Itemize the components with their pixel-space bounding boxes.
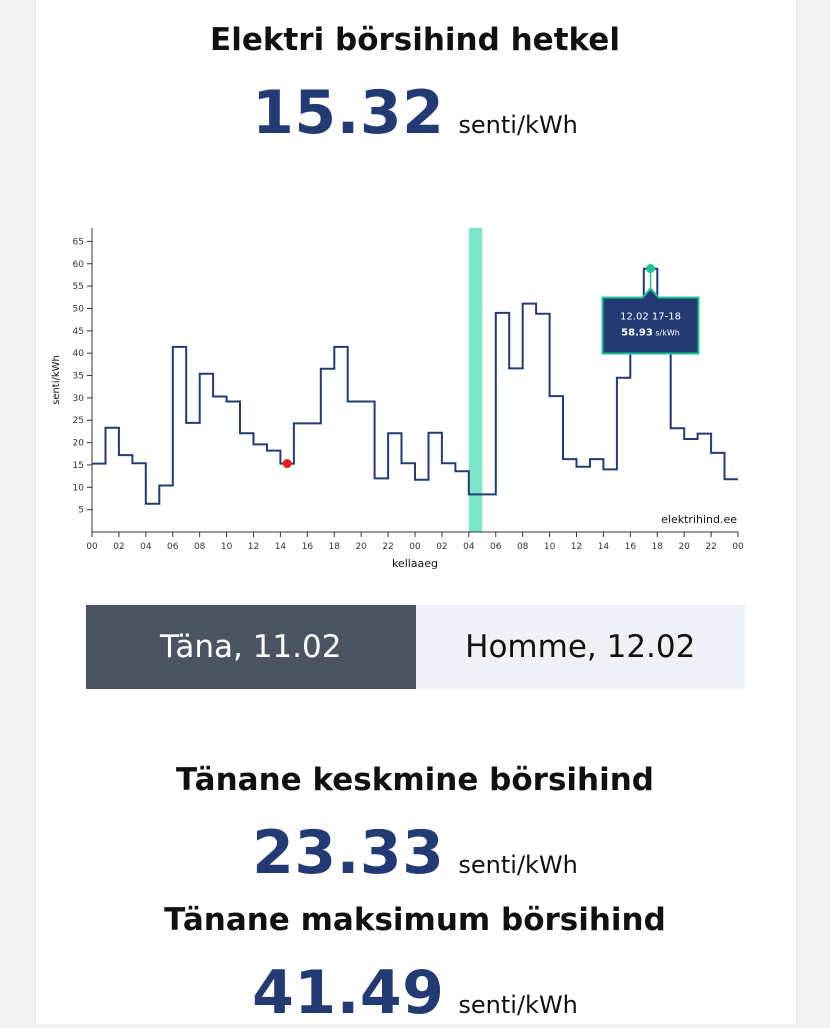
maximum-price-value: 41.49 [252,958,445,1028]
day-tabs: Täna, 11.02 Homme, 12.02 [86,605,745,689]
x-tick-label: 16 [302,542,314,552]
x-tick-label: 20 [355,542,367,552]
max-price-dot [646,264,656,274]
y-tick-label: 20 [73,439,85,449]
average-price: 23.33 senti/kWh [0,818,830,888]
x-tick-label: 10 [221,542,233,552]
maximum-price: 41.49 senti/kWh [0,958,830,1028]
y-tick-label: 40 [73,349,85,359]
y-tick-label: 35 [73,372,84,382]
y-tick-label: 10 [73,483,85,493]
x-tick-label: 04 [140,542,152,552]
tab-today[interactable]: Täna, 11.02 [86,605,416,689]
y-tick-label: 45 [73,327,84,337]
x-tick-label: 06 [490,542,502,552]
tooltip-value: 58.93 s/kWh [621,328,680,339]
current-price-value: 15.32 [252,78,445,148]
y-tick-label: 25 [73,416,84,426]
x-tick-label: 10 [544,542,556,552]
x-tick-label: 00 [732,542,744,552]
x-tick-label: 02 [113,542,124,552]
x-tick-label: 02 [436,542,447,552]
x-tick-label: 00 [86,542,98,552]
x-tick-label: 16 [625,542,637,552]
tooltip-value-number: 58.93 [621,328,653,339]
current-hour-band [468,228,483,532]
x-tick-label: 12 [571,542,582,552]
maximum-price-title: Tänane maksimum börsihind [164,902,666,938]
y-tick-label: 5 [78,506,84,516]
y-tick-label: 30 [73,394,85,404]
x-tick-label: 00 [409,542,421,552]
x-tick-label: 08 [194,542,206,552]
x-axis-label: kellaaeg [392,557,438,570]
tooltip-value-unit: s/kWh [653,329,680,338]
y-axis-label: senti/kWh [51,355,62,405]
y-tick-label: 60 [73,260,85,270]
x-tick-label: 12 [248,542,259,552]
x-tick-label: 04 [463,542,475,552]
x-tick-label: 18 [329,542,341,552]
x-tick-label: 22 [705,542,716,552]
tab-tomorrow[interactable]: Homme, 12.02 [415,605,745,689]
x-tick-label: 14 [275,542,287,552]
tooltip-box [601,296,700,355]
current-price-dot [282,459,292,469]
y-tick-label: 65 [73,237,84,247]
y-tick-label: 50 [73,304,85,314]
tooltip-date: 12.02 17-18 [620,312,681,323]
average-price-unit: senti/kWh [458,851,578,879]
x-tick-label: 20 [678,542,690,552]
current-price: 15.32 senti/kWh [0,78,830,148]
price-chart[interactable]: 5 10 15 20 25 30 35 40 45 50 55 60 65 00 02 04 06 08 10 12 1… [40,215,800,580]
x-tick-label: 06 [167,542,179,552]
watermark-text: elektrihind.ee [661,513,737,526]
x-tick-label: 14 [598,542,610,552]
maximum-price-unit: senti/kWh [458,991,578,1019]
current-price-title: Elektri börsihind hetkel [210,22,620,58]
average-price-value: 23.33 [252,818,445,888]
current-price-unit: senti/kWh [458,111,578,139]
tooltip-arrow-cover [643,296,658,300]
x-tick-label: 22 [382,542,393,552]
y-tick-label: 15 [73,461,84,471]
average-price-title: Tänane keskmine börsihind [176,762,654,798]
x-tick-label: 18 [652,542,664,552]
content-card [35,0,797,1024]
y-tick-label: 55 [73,282,84,292]
tooltip-arrow [640,287,661,299]
x-tick-label: 08 [517,542,529,552]
